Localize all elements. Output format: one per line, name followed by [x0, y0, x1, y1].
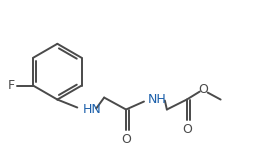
Text: O: O — [121, 133, 131, 146]
Text: HN: HN — [82, 103, 101, 116]
Text: O: O — [182, 123, 192, 136]
Text: NH: NH — [148, 93, 167, 106]
Text: O: O — [198, 83, 208, 96]
Text: F: F — [8, 79, 15, 92]
